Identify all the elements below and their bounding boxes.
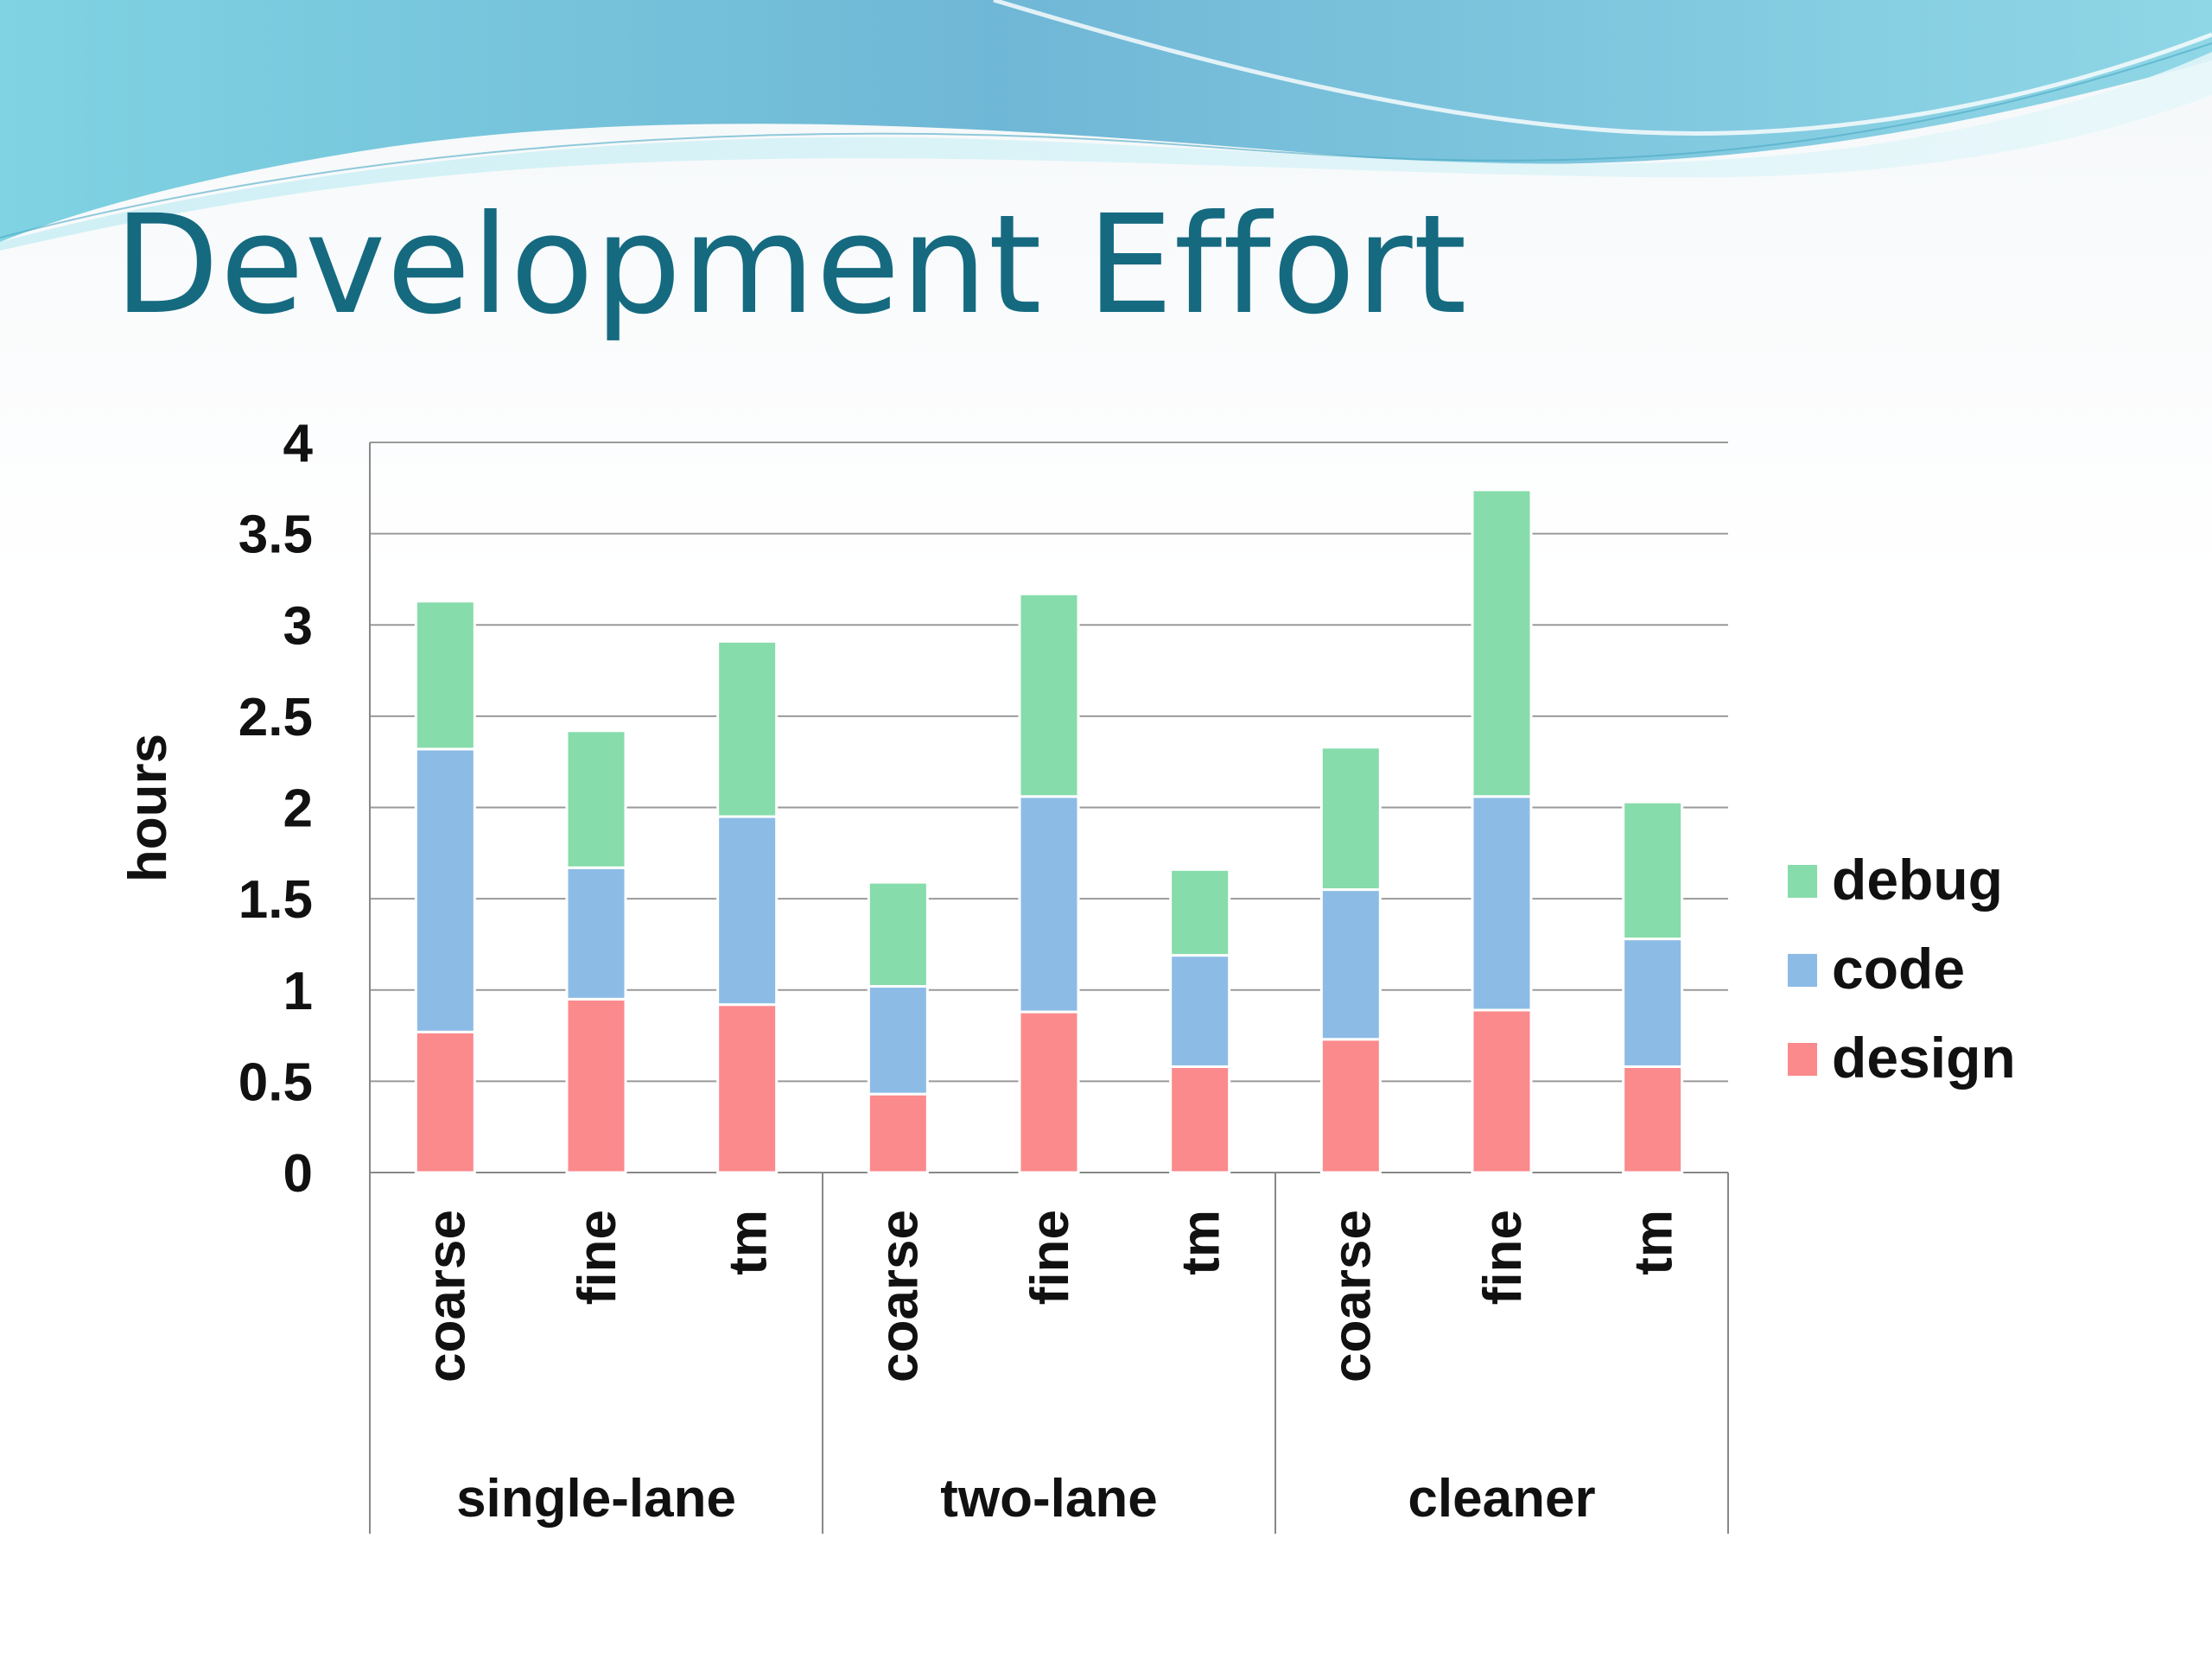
y-tick-label: 3.5: [238, 505, 313, 565]
bar-design: [414, 1030, 476, 1174]
bar-code: [565, 866, 627, 1001]
legend-swatch-code: [1786, 952, 1819, 988]
x-group-label: single-lane: [456, 1469, 736, 1529]
legend-swatch-design: [1786, 1041, 1819, 1077]
bar-code: [1319, 888, 1382, 1041]
legend-label-design: design: [1832, 1026, 2016, 1090]
y-tick-label: 3: [283, 596, 313, 656]
bar-debug: [565, 729, 627, 869]
bar-design: [716, 1003, 779, 1174]
y-tick-label: 1: [283, 962, 313, 1021]
y-axis-label: hours: [118, 734, 178, 882]
bar-code: [867, 985, 929, 1096]
bar-design: [1169, 1065, 1231, 1174]
bar-debug: [414, 600, 476, 751]
x-category-label: fine: [568, 1210, 627, 1305]
bar-design: [1319, 1038, 1382, 1174]
y-tick-label: 0: [283, 1144, 313, 1204]
y-tick-label: 1.5: [238, 870, 313, 930]
y-tick-label: 2.5: [238, 688, 313, 747]
x-category-label: fine: [1473, 1210, 1533, 1305]
x-category-label: tm: [1624, 1210, 1684, 1275]
x-category-label: tm: [1172, 1210, 1231, 1275]
x-group-label: two-lane: [940, 1469, 1157, 1529]
bar-code: [1471, 795, 1533, 1012]
x-category-label: coarse: [1322, 1210, 1382, 1382]
bar-debug: [716, 639, 779, 818]
legend-label-debug: debug: [1832, 848, 2003, 912]
bar-code: [414, 747, 476, 1033]
bar-design: [565, 997, 627, 1174]
legend-label-code: code: [1832, 937, 1965, 1001]
x-category-label: coarse: [869, 1210, 929, 1382]
bar-debug: [1471, 488, 1533, 798]
bar-code: [1622, 938, 1684, 1068]
legend-swatch-debug: [1786, 863, 1819, 899]
y-tick-label: 0.5: [238, 1052, 313, 1112]
x-group-label: cleaner: [1408, 1469, 1595, 1529]
bar-code: [1169, 954, 1231, 1068]
y-tick-label: 2: [283, 779, 313, 839]
bar-debug: [1319, 746, 1382, 892]
bar-debug: [867, 880, 929, 988]
x-category-label: tm: [719, 1210, 779, 1275]
header-wave-decoration: [0, 0, 2212, 251]
bar-code: [1018, 795, 1080, 1014]
bar-design: [1471, 1008, 1533, 1174]
bar-code: [716, 815, 779, 1007]
x-category-label: coarse: [416, 1210, 476, 1382]
bar-design: [867, 1092, 929, 1174]
slide-title: Development Effort: [114, 186, 1468, 345]
bar-design: [1622, 1065, 1684, 1174]
bar-design: [1018, 1010, 1080, 1174]
bar-debug: [1622, 800, 1684, 941]
bar-debug: [1018, 592, 1080, 798]
bar-debug: [1169, 868, 1231, 957]
x-category-label: fine: [1020, 1210, 1080, 1305]
y-tick-label: 4: [283, 414, 314, 474]
